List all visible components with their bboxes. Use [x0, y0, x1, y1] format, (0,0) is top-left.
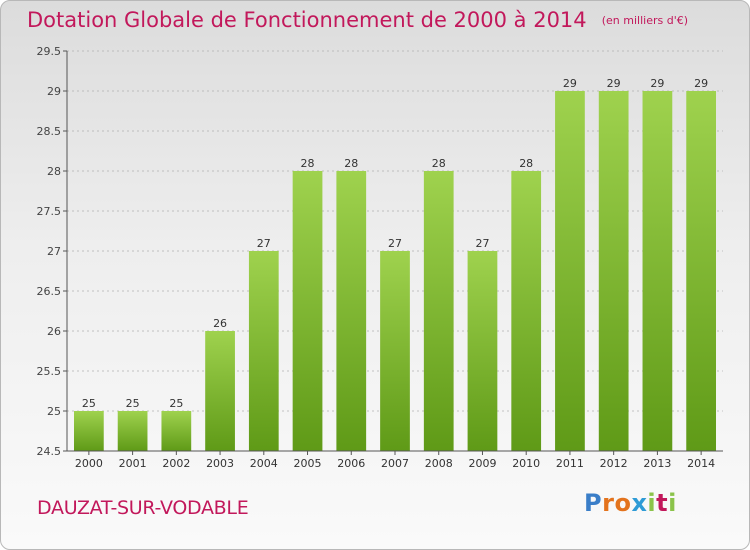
data-label: 28 [519, 157, 533, 170]
x-tick-label: 2011 [556, 457, 584, 470]
logo-letter: i [647, 489, 657, 517]
data-label: 29 [607, 77, 621, 90]
bar [161, 411, 192, 451]
data-label: 25 [169, 397, 183, 410]
bar [117, 411, 148, 451]
bar [686, 91, 717, 451]
x-tick-label: 2005 [294, 457, 322, 470]
data-label: 28 [344, 157, 358, 170]
data-label: 29 [650, 77, 664, 90]
bar [292, 171, 323, 451]
x-tick-label: 2003 [206, 457, 234, 470]
data-label: 28 [301, 157, 315, 170]
bar [336, 171, 367, 451]
title-block: Dotation Globale de Fonctionnement de 20… [27, 8, 688, 32]
data-label: 29 [563, 77, 577, 90]
y-tick-label: 26 [47, 325, 61, 338]
logo-letter: x [631, 489, 648, 517]
logo-letter: r [602, 489, 615, 517]
data-label: 26 [213, 317, 227, 330]
x-tick-label: 2006 [337, 457, 365, 470]
y-tick-label: 25.5 [37, 365, 62, 378]
y-tick-label: 28.5 [37, 125, 62, 138]
logo-letter: i [668, 489, 677, 517]
y-tick-label: 29 [47, 85, 61, 98]
x-tick-label: 2008 [425, 457, 453, 470]
data-label: 27 [257, 237, 271, 250]
bar [423, 171, 454, 451]
bar [248, 251, 279, 451]
data-label: 25 [126, 397, 140, 410]
bar [642, 91, 673, 451]
x-tick-label: 2013 [643, 457, 671, 470]
data-label: 25 [82, 397, 96, 410]
data-label: 28 [432, 157, 446, 170]
y-tick-label: 26.5 [37, 285, 62, 298]
x-tick-label: 2001 [119, 457, 147, 470]
x-tick-label: 2000 [75, 457, 103, 470]
chart-unit: (en milliers d'€) [601, 14, 689, 27]
x-tick-label: 2009 [468, 457, 496, 470]
y-tick-label: 27 [47, 245, 61, 258]
data-label: 29 [694, 77, 708, 90]
logo-letter: o [614, 489, 632, 517]
proxiti-logo: Proxiti [584, 489, 677, 517]
bar [598, 91, 629, 451]
x-tick-label: 2012 [600, 457, 628, 470]
x-tick-label: 2002 [162, 457, 190, 470]
y-tick-label: 28 [47, 165, 61, 178]
bar [467, 251, 498, 451]
y-tick-label: 29.5 [37, 45, 62, 58]
x-tick-label: 2004 [250, 457, 278, 470]
y-tick-label: 25 [47, 405, 61, 418]
x-tick-label: 2010 [512, 457, 540, 470]
bar [511, 171, 542, 451]
chart-title: Dotation Globale de Fonctionnement de 20… [27, 8, 587, 32]
logo-letter: P [584, 489, 603, 517]
y-tick-label: 27.5 [37, 205, 62, 218]
bar [205, 331, 235, 451]
bars-layer: 25 25 25 26 27 28 28 27 28 27 28 29 29 29 29 [73, 77, 717, 451]
x-tick-label: 2007 [381, 457, 409, 470]
axis-layer: 24.5 25 25.5 26 26.5 27 27.5 28 28.5 29 29.5 2000 20… [37, 45, 723, 470]
data-label: 27 [475, 237, 489, 250]
data-label: 27 [388, 237, 402, 250]
bar [380, 251, 410, 451]
bar [555, 91, 585, 451]
logo-letter: t [656, 489, 669, 517]
x-tick-label: 2014 [687, 457, 715, 470]
bar [73, 411, 104, 451]
commune-name: DAUZAT-SUR-VODABLE [37, 497, 249, 519]
y-tick-label: 24.5 [37, 445, 62, 458]
